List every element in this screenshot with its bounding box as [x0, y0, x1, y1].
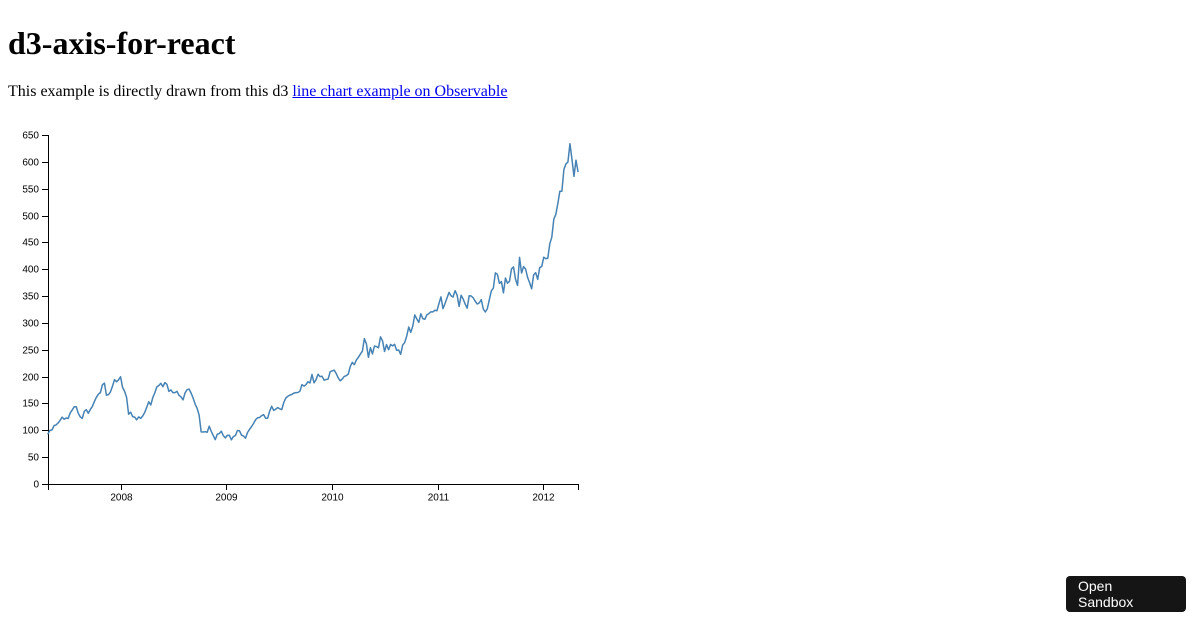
y-axis-tick-label: 500 — [22, 211, 39, 222]
line-chart-svg: 0 50 100 150 200 250 300 350 400 450 500 550 600 650 2… — [22, 130, 579, 503]
x-axis-tick-label: 2009 — [215, 492, 238, 503]
y-axis-tick-label: 150 — [22, 398, 39, 409]
y-axis-tick-label: 200 — [22, 372, 39, 383]
x-axis-tick-label: 2010 — [321, 492, 344, 503]
page-title: d3-axis-for-react — [8, 25, 236, 61]
x-axis-tick-label: 2011 — [428, 492, 450, 503]
y-axis-tick-label: 0 — [33, 479, 39, 490]
y-axis-tick-label: 100 — [22, 425, 39, 436]
y-axis-line — [42, 134, 49, 485]
y-axis-tick-label: 50 — [28, 452, 40, 463]
y-axis-tick-label: 250 — [22, 345, 39, 356]
y-axis-tick-label: 550 — [22, 184, 39, 195]
description: This example is directly drawn from this… — [8, 83, 1192, 102]
observable-link[interactable]: line chart example on Observable — [292, 82, 508, 100]
y-axis-tick-label: 650 — [22, 130, 39, 141]
open-sandbox-button[interactable]: Open Sandbox — [1066, 576, 1186, 612]
description-text: This example is directly drawn from this… — [8, 82, 293, 100]
x-axis-line — [48, 483, 579, 490]
y-axis-tick-label: 400 — [22, 264, 39, 275]
y-axis-tick-label: 450 — [22, 237, 39, 248]
y-axis-tick-label: 300 — [22, 318, 39, 329]
x-axis-tick-label: 2008 — [110, 492, 133, 503]
page-content: d3-axis-for-react This example is direct… — [8, 25, 1192, 503]
y-axis-tick-label: 350 — [22, 291, 39, 302]
y-axis-tick-label: 600 — [22, 157, 39, 168]
price-line-series — [47, 142, 579, 441]
x-axis-tick-label: 2012 — [532, 492, 555, 503]
